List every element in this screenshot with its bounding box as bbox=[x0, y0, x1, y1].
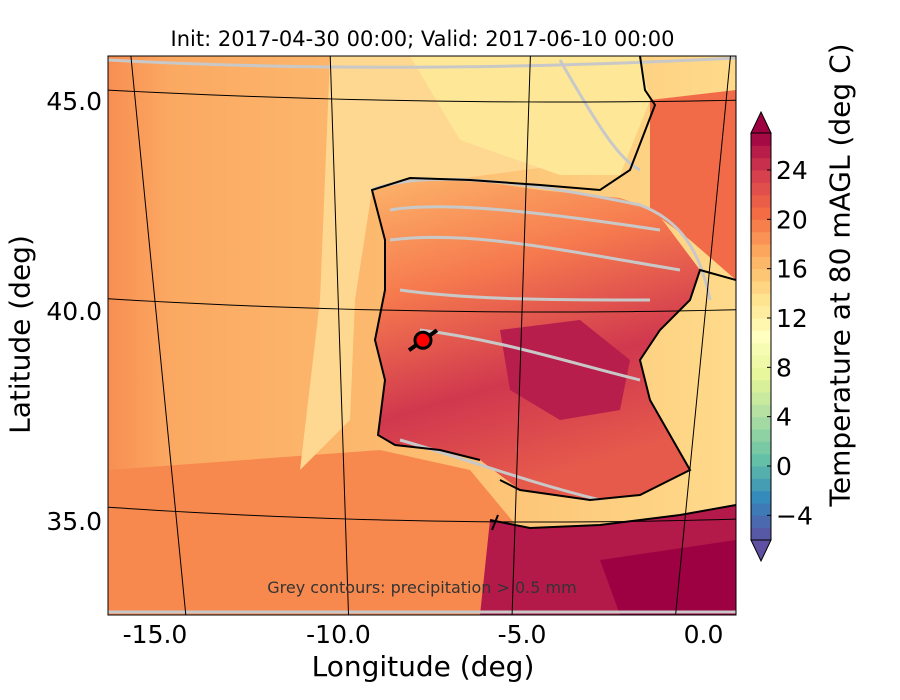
colorbar-bin bbox=[751, 170, 771, 183]
colorbar-tick-label: 4 bbox=[776, 403, 792, 432]
colorbar-bin bbox=[751, 416, 771, 430]
precip-annotation: Grey contours: precipitation > 0.5 mm bbox=[267, 578, 576, 597]
colorbar-bin bbox=[751, 244, 771, 257]
x-axis-label: Longitude (deg) bbox=[311, 650, 535, 683]
location-marker bbox=[407, 328, 439, 352]
y-tick-label: 35.0 bbox=[46, 507, 102, 536]
colorbar-tick-label: 16 bbox=[776, 255, 808, 284]
africa-hot-field bbox=[600, 540, 736, 615]
colorbar-bin bbox=[751, 330, 771, 344]
colorbar-bin bbox=[751, 355, 771, 368]
colorbar-bin bbox=[751, 145, 771, 159]
colorbar-bin bbox=[751, 503, 771, 516]
colorbar-bin bbox=[751, 293, 771, 307]
parallel-line bbox=[108, 506, 736, 523]
colorbar-tick-label: −4 bbox=[776, 501, 813, 530]
meridian-line bbox=[511, 56, 531, 615]
meridian-line bbox=[675, 56, 731, 615]
colorbar-bin bbox=[751, 305, 771, 319]
colorbar-bin bbox=[751, 342, 771, 356]
colorbar-bin bbox=[751, 194, 771, 208]
x-tick-label: -15.0 bbox=[123, 620, 188, 649]
colorbar-bin bbox=[751, 281, 771, 294]
colorbar-bin bbox=[751, 429, 771, 442]
colorbar-bin bbox=[751, 379, 771, 393]
colorbar-bin bbox=[751, 404, 771, 418]
x-axis-ticks: -15.0 -10.0 -5.0 0.0 bbox=[123, 620, 724, 649]
colorbar-bin bbox=[751, 219, 771, 233]
y-axis-ticks: 35.0 40.0 45.0 bbox=[46, 87, 102, 536]
colorbar-bin bbox=[751, 453, 771, 467]
graticule bbox=[108, 56, 736, 615]
colorbar-bin bbox=[751, 441, 771, 455]
gulf-of-lion-field bbox=[650, 90, 736, 280]
colorbar-tick-label: 8 bbox=[776, 353, 792, 382]
colorbar-bin bbox=[751, 231, 771, 245]
colorbar-tick-label: 24 bbox=[776, 156, 808, 185]
colorbar-tick-label: 0 bbox=[776, 452, 792, 481]
colorbar-bin bbox=[751, 392, 771, 405]
colorbar-bin bbox=[751, 490, 771, 504]
colorbar-bin bbox=[751, 256, 771, 270]
precipitation-contours bbox=[108, 56, 736, 614]
colorbar-bin bbox=[751, 207, 771, 220]
colorbar-tick-label: 20 bbox=[776, 205, 808, 234]
colorbar-bin bbox=[751, 268, 771, 282]
marker-point bbox=[413, 330, 433, 350]
meridian-line bbox=[130, 56, 187, 615]
parallel-line bbox=[108, 89, 736, 103]
hot-interior-field bbox=[500, 320, 630, 420]
colorbar-bin bbox=[751, 182, 771, 196]
x-tick-label: 0.0 bbox=[684, 620, 724, 649]
parallel-line bbox=[108, 298, 736, 313]
colorbar-extend-min bbox=[750, 539, 772, 563]
meridian-line bbox=[329, 56, 350, 615]
coastline bbox=[370, 56, 736, 531]
colorbar-bin bbox=[751, 478, 771, 492]
y-tick-label: 45.0 bbox=[46, 87, 102, 116]
colorbar-frame bbox=[750, 132, 772, 541]
colorbar-bin bbox=[751, 133, 771, 146]
plot-frame bbox=[107, 55, 737, 616]
colorbar-bin bbox=[751, 367, 771, 381]
colorbar-label: Temperature at 80 mAGL (deg C) bbox=[823, 43, 857, 507]
y-tick-label: 40.0 bbox=[46, 297, 102, 326]
colorbar-bin bbox=[751, 527, 771, 541]
colorbar-bin bbox=[751, 318, 771, 331]
y-axis-label: Latitude (deg) bbox=[3, 235, 37, 434]
france-field bbox=[410, 56, 650, 175]
chart-title: Init: 2017-04-30 00:00; Valid: 2017-06-1… bbox=[170, 27, 675, 51]
x-tick-label: -5.0 bbox=[498, 620, 547, 649]
colorbar: −4 0 4 8 12 16 20 24 bbox=[750, 110, 813, 563]
colorbar-tick-label: 12 bbox=[776, 304, 808, 333]
colorbar-bin bbox=[751, 157, 771, 171]
colorbar-bin bbox=[751, 515, 771, 529]
colorbar-bin bbox=[751, 466, 771, 479]
x-tick-label: -10.0 bbox=[306, 620, 371, 649]
colorbar-extend-max bbox=[750, 110, 772, 134]
